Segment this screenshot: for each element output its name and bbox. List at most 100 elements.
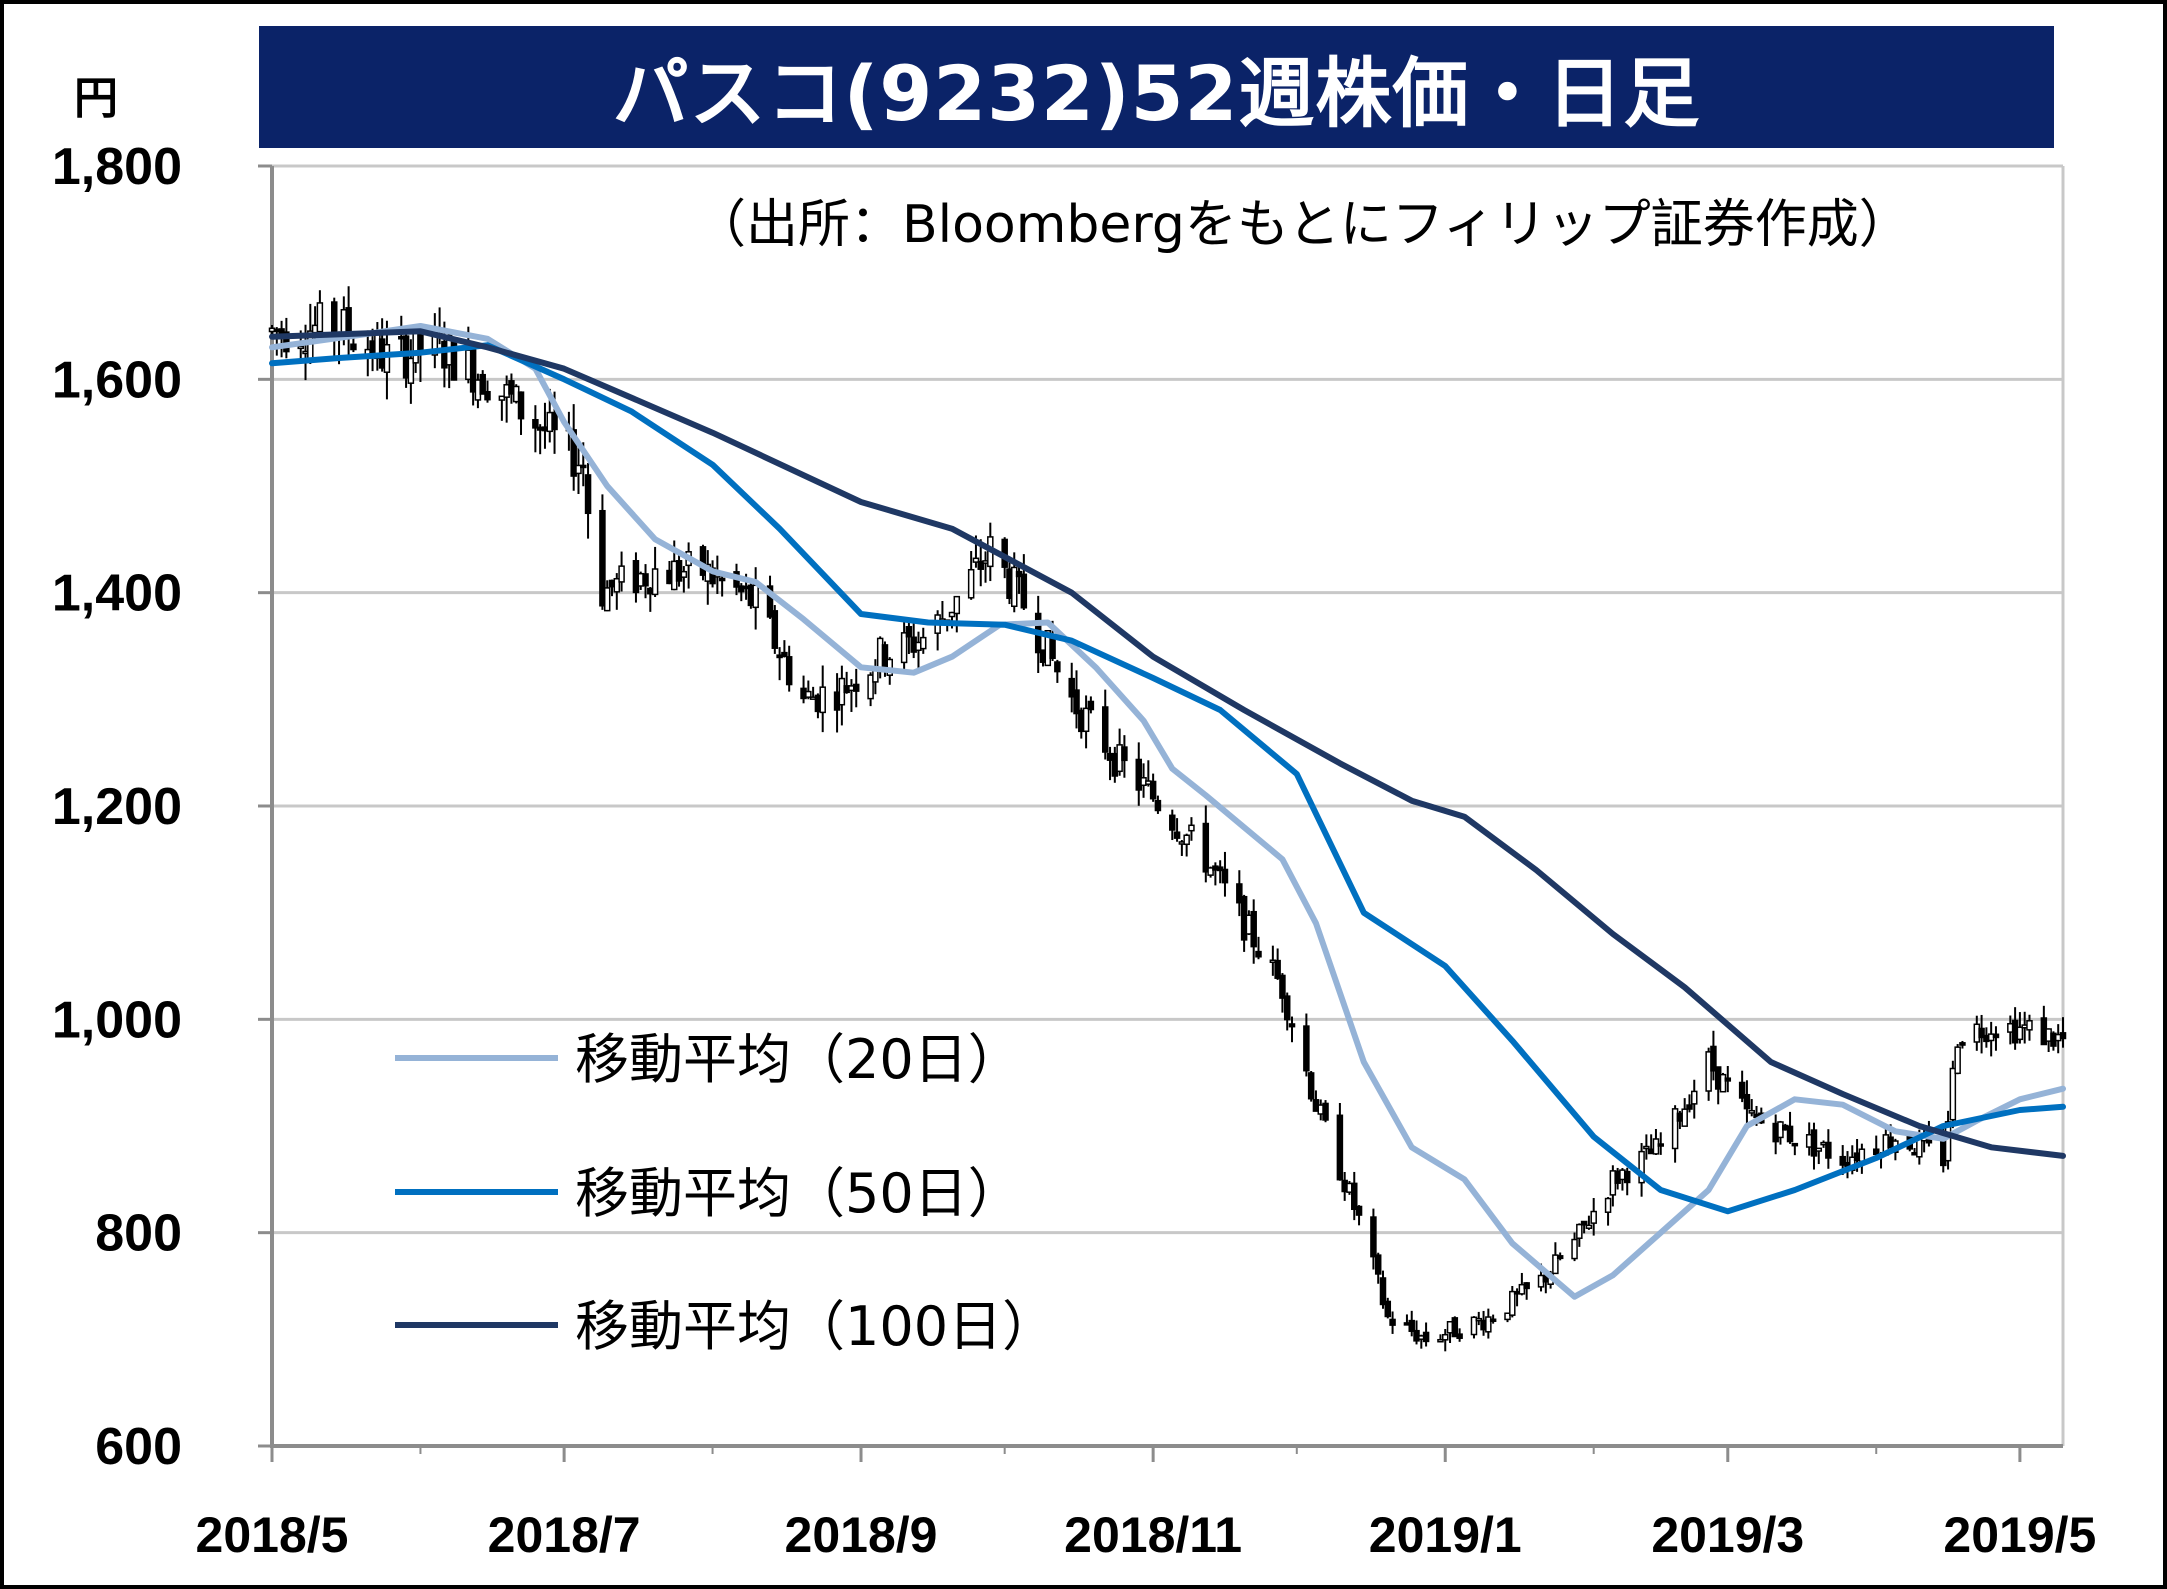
candle-body bbox=[1207, 867, 1214, 876]
ma-line-1 bbox=[269, 323, 2066, 1300]
candle-body bbox=[1556, 1255, 1564, 1260]
candle-body bbox=[1336, 1114, 1344, 1181]
candle-body bbox=[575, 464, 582, 475]
candle-body bbox=[1671, 1108, 1679, 1150]
x-tick-label: 2018/9 bbox=[785, 1507, 938, 1563]
candle-body bbox=[1954, 1046, 1961, 1075]
candle-body bbox=[484, 390, 491, 401]
candle-body bbox=[402, 335, 410, 379]
candle-body bbox=[675, 560, 683, 582]
candle-body bbox=[1590, 1210, 1597, 1224]
candle-body bbox=[1408, 1319, 1415, 1332]
candle-body bbox=[1571, 1238, 1578, 1260]
candle-body bbox=[316, 302, 324, 333]
candle-body bbox=[781, 651, 788, 657]
candle-body bbox=[948, 611, 956, 618]
candle-body bbox=[1552, 1254, 1559, 1275]
candle-body bbox=[752, 584, 759, 609]
candle-body bbox=[1719, 1073, 1727, 1093]
candle-body bbox=[1183, 834, 1190, 846]
candle-body bbox=[1169, 814, 1176, 831]
candle-body bbox=[1604, 1197, 1612, 1213]
candle-body bbox=[584, 474, 592, 515]
candle-body bbox=[1691, 1090, 1698, 1105]
candle-body bbox=[1255, 950, 1262, 958]
candle-body bbox=[1643, 1145, 1650, 1150]
candle-body bbox=[1475, 1317, 1483, 1322]
source-note: （出所：Bloombergをもとにフィリップ証券作成） bbox=[694, 195, 1911, 255]
candle-body bbox=[1202, 822, 1210, 873]
x-tick-label: 2019/1 bbox=[1369, 1507, 1522, 1563]
legend-label-3: 移動平均（100日） bbox=[575, 1295, 1056, 1358]
candle-body bbox=[469, 349, 477, 393]
candle-body bbox=[1135, 758, 1143, 791]
candle-body bbox=[1786, 1125, 1794, 1143]
candle-body bbox=[967, 568, 975, 599]
candle-body bbox=[1657, 1143, 1664, 1147]
candle-body bbox=[1839, 1155, 1846, 1166]
candle-body bbox=[1307, 1072, 1315, 1100]
candle-body bbox=[819, 686, 826, 714]
candle-body bbox=[1456, 1333, 1463, 1339]
candle-body bbox=[1681, 1108, 1688, 1127]
candle-body bbox=[867, 674, 874, 700]
candle-body bbox=[1738, 1081, 1746, 1099]
candle-body bbox=[1236, 883, 1243, 904]
x-tick-label: 2019/3 bbox=[1651, 1507, 1804, 1563]
candle-body bbox=[905, 626, 913, 638]
candle-body bbox=[977, 560, 984, 570]
candle-body bbox=[1523, 1282, 1530, 1290]
chart-title: パスコ(9232)52週株価・日足 bbox=[612, 49, 1701, 138]
candle-body bbox=[1944, 1121, 1952, 1162]
candle-body bbox=[1710, 1045, 1717, 1072]
candle-body bbox=[1351, 1182, 1358, 1211]
candle-body bbox=[498, 395, 506, 401]
candle-body bbox=[1389, 1318, 1396, 1326]
y-tick-label: 1,400 bbox=[52, 565, 182, 623]
y-axis-unit-label: 円 bbox=[74, 73, 118, 124]
candle-body bbox=[1509, 1290, 1516, 1316]
candle-body bbox=[331, 301, 338, 336]
candle-body bbox=[1322, 1102, 1329, 1121]
candle-body bbox=[680, 570, 688, 578]
candle-body bbox=[1489, 1318, 1497, 1322]
candle-body bbox=[599, 509, 606, 607]
candle-body bbox=[1724, 1077, 1732, 1082]
candle-body bbox=[1815, 1147, 1823, 1152]
title-banner: パスコ(9232)52週株価・日足 bbox=[259, 26, 2054, 148]
candle-body bbox=[1073, 689, 1080, 715]
candle-body bbox=[1250, 910, 1257, 948]
candle-body bbox=[1121, 746, 1128, 762]
candle-body bbox=[1949, 1067, 1957, 1121]
candle-body bbox=[805, 690, 812, 698]
candle-body bbox=[771, 610, 779, 649]
candle-body bbox=[1638, 1150, 1645, 1184]
candle-body bbox=[1623, 1170, 1631, 1184]
candle-body bbox=[1580, 1220, 1588, 1226]
candle-body bbox=[350, 343, 357, 351]
candle-body bbox=[407, 357, 415, 384]
candle-body bbox=[1743, 1093, 1751, 1110]
candle-body bbox=[1355, 1205, 1363, 1216]
candle-body bbox=[603, 587, 611, 612]
candle-body bbox=[1221, 868, 1229, 884]
candle-body bbox=[699, 546, 707, 576]
ma-line-3 bbox=[269, 328, 2066, 1159]
candle-body bbox=[1748, 1109, 1755, 1114]
candle-body bbox=[1283, 995, 1291, 1021]
candle-body bbox=[1422, 1331, 1430, 1343]
candle-body bbox=[1087, 700, 1095, 711]
candle-body bbox=[1858, 1148, 1866, 1163]
candle-body bbox=[1173, 831, 1181, 839]
candle-body bbox=[383, 343, 391, 373]
candle-body bbox=[1374, 1254, 1382, 1275]
candle-body bbox=[1485, 1316, 1492, 1333]
candle-body bbox=[532, 419, 539, 429]
y-tick-label: 1,200 bbox=[52, 778, 182, 836]
candle-body bbox=[1810, 1129, 1818, 1157]
candle-body bbox=[551, 411, 558, 431]
candle-body bbox=[766, 585, 774, 618]
candle-body bbox=[1384, 1300, 1392, 1318]
candle-body bbox=[1303, 1025, 1310, 1072]
